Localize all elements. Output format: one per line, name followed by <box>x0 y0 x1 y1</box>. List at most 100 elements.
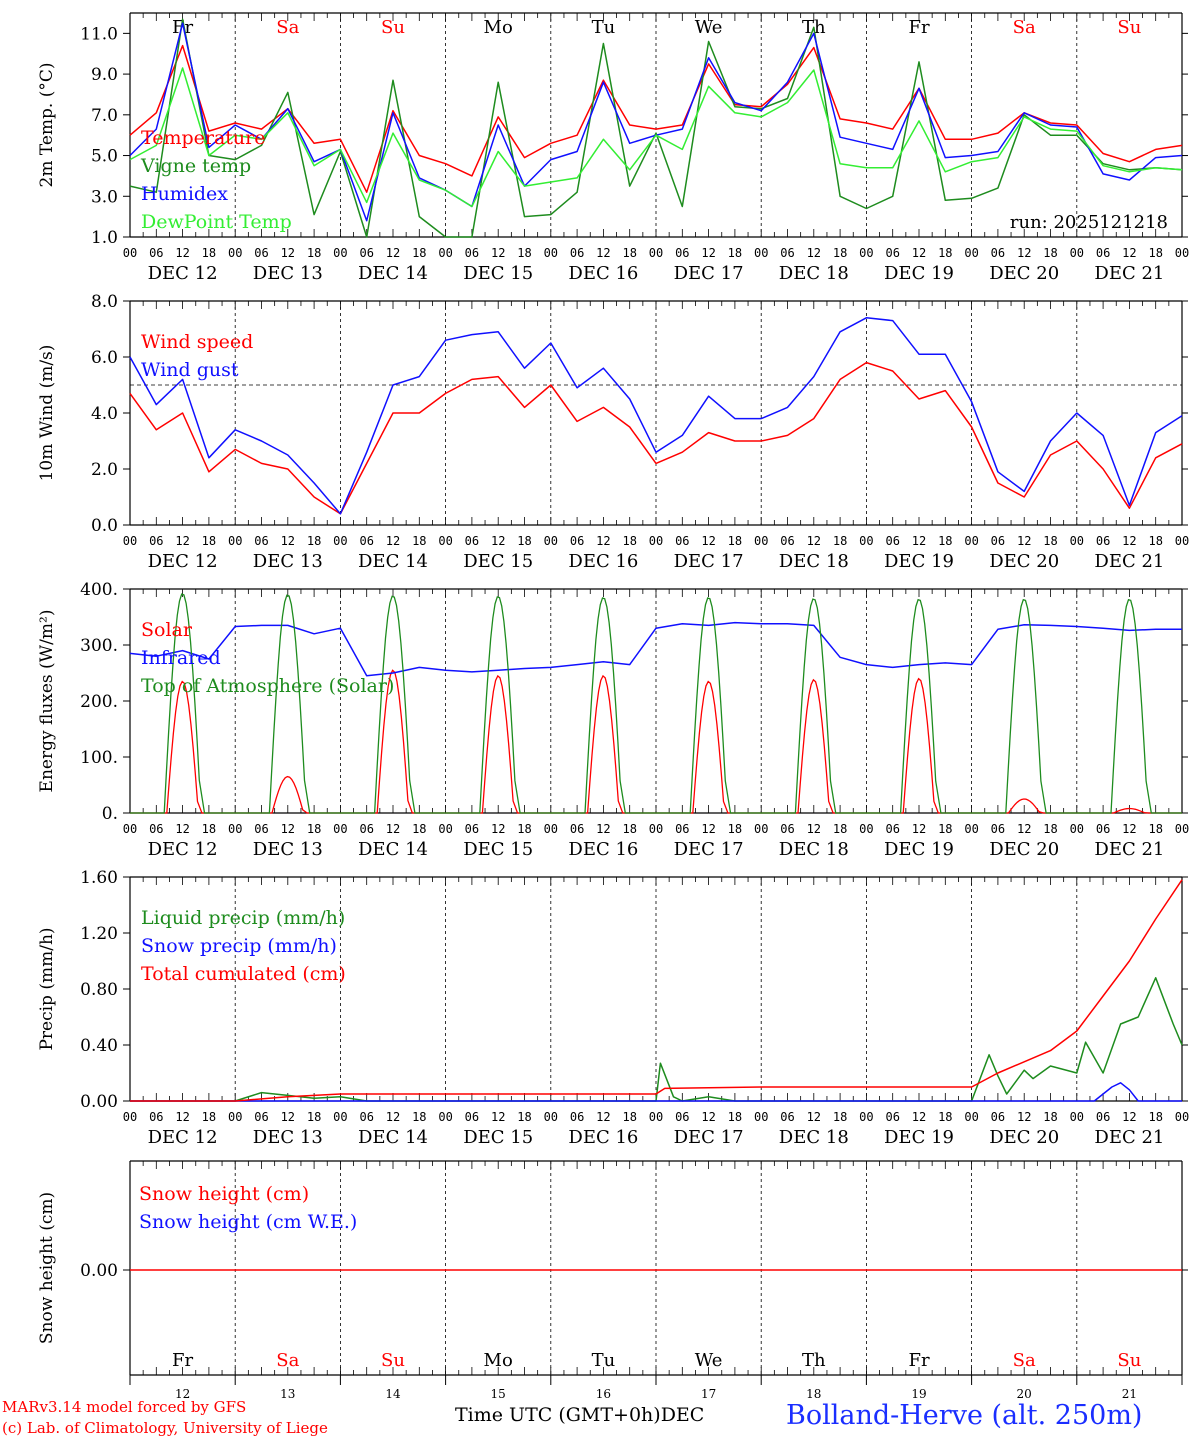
hour-tick-label: 18 <box>833 1110 847 1124</box>
day-number: 20 <box>1017 1387 1032 1401</box>
hour-tick-label: 18 <box>938 822 952 836</box>
date-label: DEC 14 <box>358 551 428 572</box>
date-label: DEC 18 <box>779 263 849 284</box>
hour-tick-label: 18 <box>517 246 531 260</box>
date-label: DEC 13 <box>253 1127 323 1148</box>
y-tick-label: 0. <box>102 804 118 824</box>
date-label: DEC 18 <box>779 839 849 860</box>
hour-tick-label: 18 <box>1043 1110 1057 1124</box>
hour-tick-label: 00 <box>544 1110 558 1124</box>
y-tick-label: 1.60 <box>80 868 118 888</box>
hour-tick-label: 12 <box>807 822 821 836</box>
hour-tick-label: 12 <box>1017 1110 1031 1124</box>
hour-tick-label: 06 <box>991 534 1005 548</box>
hour-tick-label: 18 <box>938 534 952 548</box>
hour-tick-label: 18 <box>307 822 321 836</box>
date-label: DEC 17 <box>674 1127 744 1148</box>
date-label: DEC 20 <box>989 1127 1059 1148</box>
hour-tick-label: 00 <box>649 1110 663 1124</box>
date-label: DEC 15 <box>463 1127 533 1148</box>
hour-tick-label: 18 <box>307 1110 321 1124</box>
hour-tick-label: 18 <box>622 246 636 260</box>
legend-entry: Humidex <box>141 183 228 205</box>
hour-tick-label: 18 <box>1148 822 1162 836</box>
hour-tick-label: 06 <box>570 822 584 836</box>
date-label: DEC 14 <box>358 1127 428 1148</box>
hour-tick-label: 18 <box>622 822 636 836</box>
hour-tick-label: 00 <box>544 534 558 548</box>
hour-tick-label: 06 <box>570 246 584 260</box>
legend-entry: DewPoint Temp <box>141 211 292 233</box>
weekday-label: Su <box>381 17 405 38</box>
hour-tick-label: 18 <box>728 534 742 548</box>
panel-1: 2m Temp. (°C) 1.0 3.0 5.0 7.0 9.0 11.0 00 06 12 18… <box>37 12 1189 284</box>
hour-tick-label: 00 <box>228 1110 242 1124</box>
hour-tick-label: 18 <box>307 246 321 260</box>
hour-tick-label: 12 <box>281 1110 295 1124</box>
y-tick-label: 11.0 <box>80 24 118 44</box>
y-tick-label: 8.0 <box>91 292 118 312</box>
y-axis-label: Precip (mm/h) <box>37 927 57 1050</box>
hour-tick-label: 12 <box>281 534 295 548</box>
y-tick-label: 3.0 <box>91 187 118 207</box>
legend-entry: Wind speed <box>141 331 253 353</box>
hour-tick-label: 06 <box>1096 822 1110 836</box>
month-label: DEC <box>660 1404 705 1426</box>
date-label: DEC 19 <box>884 1127 954 1148</box>
hour-tick-label: 18 <box>1148 1110 1162 1124</box>
hour-tick-label: 00 <box>754 822 768 836</box>
y-tick-label: 1.0 <box>91 228 118 248</box>
hour-tick-label: 06 <box>570 1110 584 1124</box>
hour-tick-label: 12 <box>175 534 189 548</box>
y-axis-label: 2m Temp. (°C) <box>37 62 57 187</box>
series-line-total-cumulated-cm- <box>130 879 1183 1102</box>
y-tick-label: 300. <box>80 636 118 656</box>
hour-tick-label: 00 <box>754 246 768 260</box>
date-label: DEC 19 <box>884 551 954 572</box>
hour-tick-label: 18 <box>1043 246 1057 260</box>
hour-tick-label: 12 <box>912 822 926 836</box>
hour-tick-label: 12 <box>807 1110 821 1124</box>
date-label: DEC 15 <box>463 551 533 572</box>
hour-tick-label: 00 <box>1070 246 1084 260</box>
hour-tick-label: 06 <box>149 246 163 260</box>
hour-tick-label: 18 <box>412 246 426 260</box>
y-tick-label: 7.0 <box>91 106 118 126</box>
hour-tick-label: 06 <box>359 1110 373 1124</box>
hour-tick-label: 12 <box>386 1110 400 1124</box>
hour-tick-label: 18 <box>728 822 742 836</box>
day-number: 14 <box>385 1387 401 1401</box>
weekday-label: Sa <box>276 17 299 38</box>
hour-tick-label: 06 <box>359 246 373 260</box>
legend-entry: Solar <box>141 619 193 641</box>
hour-tick-label: 00 <box>438 822 452 836</box>
date-label: DEC 12 <box>148 551 218 572</box>
y-tick-label: 400. <box>80 580 118 600</box>
y-tick-label: 0.80 <box>80 980 118 1000</box>
series-line-wind-speed <box>129 361 1183 515</box>
hour-tick-label: 06 <box>254 246 268 260</box>
hour-tick-label: 12 <box>386 534 400 548</box>
hour-tick-label: 00 <box>649 534 663 548</box>
hour-tick-label: 18 <box>1148 246 1162 260</box>
weekday-label: Tu <box>592 17 616 38</box>
hour-tick-label: 12 <box>596 1110 610 1124</box>
hour-tick-label: 00 <box>859 1110 873 1124</box>
day-number: 18 <box>806 1387 821 1401</box>
hour-tick-label: 18 <box>622 1110 636 1124</box>
hour-tick-label: 00 <box>649 246 663 260</box>
hour-tick-label: 18 <box>412 822 426 836</box>
date-label: DEC 21 <box>1094 263 1164 284</box>
hour-tick-label: 06 <box>149 822 163 836</box>
weekday-label: Fr <box>172 1350 193 1371</box>
legend-entry: Total cumulated (cm) <box>141 963 346 985</box>
hour-tick-label: 06 <box>359 534 373 548</box>
hour-tick-label: 00 <box>123 822 137 836</box>
hour-tick-label: 12 <box>175 822 189 836</box>
date-label: DEC 14 <box>358 263 428 284</box>
hour-tick-label: 00 <box>1175 246 1189 260</box>
day-number: 13 <box>280 1387 295 1401</box>
legend-entry: Snow height (cm) <box>139 1183 309 1205</box>
y-axis-label: 10m Wind (m/s) <box>37 345 57 482</box>
credit-line-1: MARv3.14 model forced by GFS <box>2 1398 247 1416</box>
